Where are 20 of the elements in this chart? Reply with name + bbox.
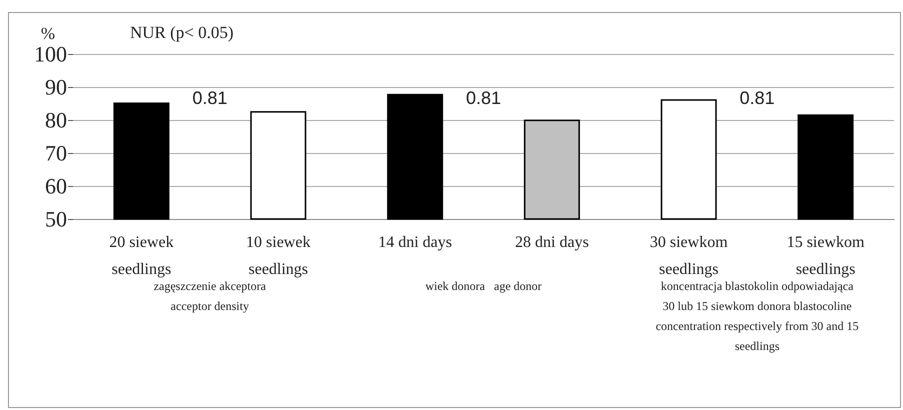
y-tick-label: 70 (45, 140, 67, 166)
x-tick-label: 14 dni days (378, 234, 452, 251)
text: koncentracja blastokolin odpowiadająca 30 lub 15 siewkom donora blastocoline concentration respectively from 30 and 15 seedlings (656, 279, 859, 353)
text: wiek donora age donor (425, 279, 542, 293)
chart-title: NUR (p< 0.05) (130, 23, 234, 42)
x-tick-label: 30 siewkom seedlings (650, 234, 728, 278)
y-tick-label: 80 (45, 108, 67, 132)
y-tick-label: 60 (45, 174, 67, 198)
x-tick-label: 15 siewkom seedlings (786, 234, 866, 278)
y-tick-label: 50 (45, 206, 67, 232)
annotation: 0.81 (192, 88, 228, 108)
y-axis-title: % (40, 24, 55, 43)
annotation: 0.81 (740, 88, 775, 108)
y-tick-label: 90 (45, 74, 67, 100)
annotation: 0.81 (466, 88, 502, 108)
y-tick-label: 100 (34, 42, 67, 66)
x-tick-label: 10 siewek seedlings (246, 234, 310, 278)
x-tick-label: 28 dni days (515, 234, 589, 251)
x-tick-label: 20 siewek seedlings (109, 234, 174, 278)
text: zagęszczenie akceptora acceptor density (154, 279, 267, 313)
